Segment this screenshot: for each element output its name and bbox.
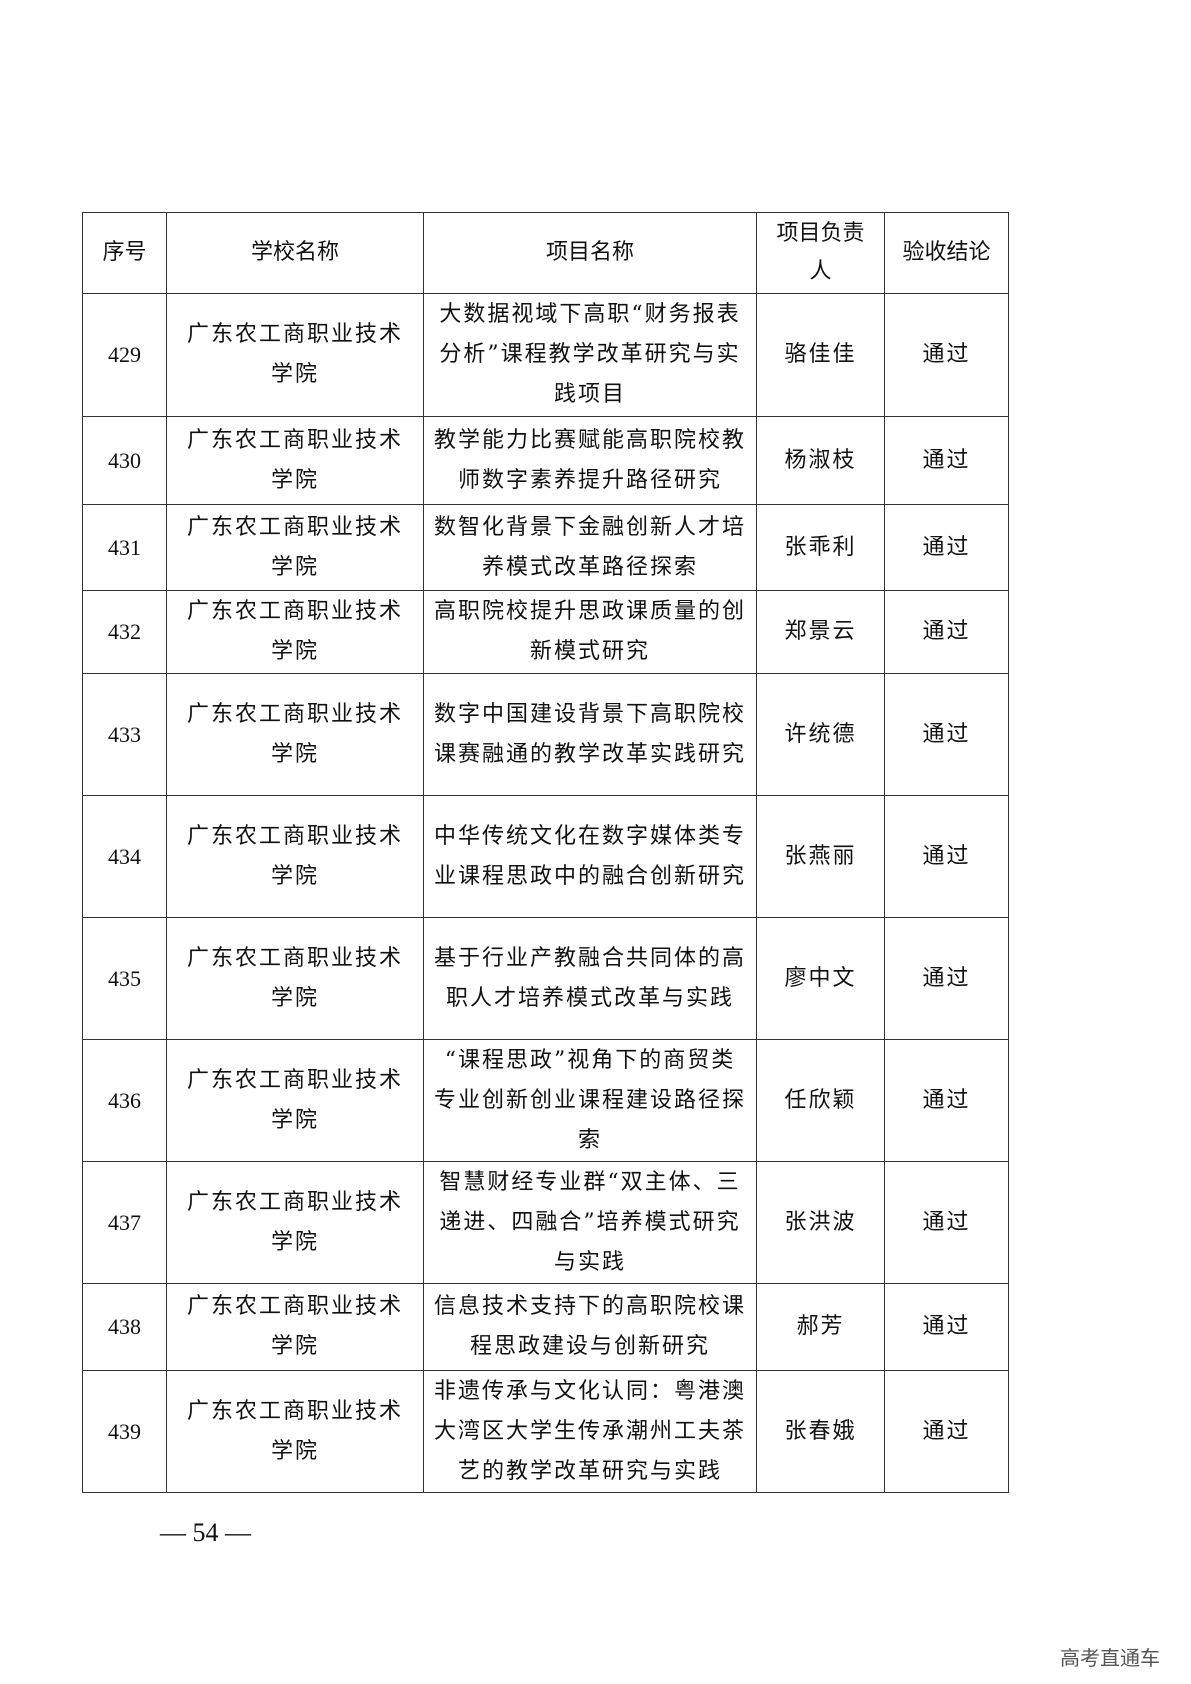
watermark: 高考直通车 — [1060, 1646, 1160, 1670]
cell-school: 广东农工商职业技术学院 — [166, 1039, 424, 1162]
cell-no: 433 — [82, 673, 167, 796]
cell-leader: 郑景云 — [756, 590, 885, 674]
header-leader: 项目负责人 — [756, 212, 885, 294]
table-row: 439 广东农工商职业技术学院 非遗传承与文化认同：粤港澳大湾区大学生传承潮州工夫茶… — [82, 1370, 1009, 1493]
cell-project: 大数据视域下高职“财务报表分析”课程教学改革研究与实践项目 — [423, 293, 757, 417]
cell-leader: 杨淑枝 — [756, 416, 885, 505]
cell-leader: 任欣颖 — [756, 1039, 885, 1162]
cell-no: 434 — [82, 795, 167, 918]
cell-school: 广东农工商职业技术学院 — [166, 590, 424, 674]
cell-result: 通过 — [884, 917, 1009, 1040]
cell-result: 通过 — [884, 504, 1009, 591]
table-row: 438 广东农工商职业技术学院 信息技术支持下的高职院校课程思政建设与创新研究 郝芳通… — [82, 1283, 1009, 1371]
cell-leader: 张春娥 — [756, 1370, 885, 1493]
cell-leader: 郝芳 — [756, 1283, 885, 1371]
cell-school: 广东农工商职业技术学院 — [166, 795, 424, 918]
cell-school: 广东农工商职业技术学院 — [166, 917, 424, 1040]
header-row: 序号 学校名称 项目名称 项目负责人 验收结论 — [82, 212, 1009, 294]
cell-school: 广东农工商职业技术学院 — [166, 416, 424, 505]
cell-school: 广东农工商职业技术学院 — [166, 1161, 424, 1284]
header-no: 序号 — [82, 212, 167, 294]
cell-result: 通过 — [884, 293, 1009, 417]
cell-project: 智慧财经专业群“双主体、三递进、四融合”培养模式研究与实践 — [423, 1161, 757, 1284]
cell-no: 436 — [82, 1039, 167, 1162]
table-row: 431 广东农工商职业技术学院 数智化背景下金融创新人才培养模式改革路径探索 张乖利通… — [82, 504, 1009, 591]
cell-project: 教学能力比赛赋能高职院校教师数字素养提升路径研究 — [423, 416, 757, 505]
cell-project: 数字中国建设背景下高职院校课赛融通的教学改革实践研究 — [423, 673, 757, 796]
cell-leader: 廖中文 — [756, 917, 885, 1040]
cell-leader: 张乖利 — [756, 504, 885, 591]
table-row: 437 广东农工商职业技术学院 智慧财经专业群“双主体、三递进、四融合”培养模式研究… — [82, 1161, 1009, 1284]
header-school: 学校名称 — [166, 212, 424, 294]
cell-school: 广东农工商职业技术学院 — [166, 1283, 424, 1371]
page-number: — 54 — — [160, 1518, 251, 1547]
table-row: 430 广东农工商职业技术学院 教学能力比赛赋能高职院校教师数字素养提升路径研究 杨淑… — [82, 416, 1009, 505]
cell-result: 通过 — [884, 416, 1009, 505]
cell-result: 通过 — [884, 795, 1009, 918]
cell-no: 439 — [82, 1370, 167, 1493]
cell-result: 通过 — [884, 590, 1009, 674]
cell-result: 通过 — [884, 1039, 1009, 1162]
cell-result: 通过 — [884, 673, 1009, 796]
header-result: 验收结论 — [884, 212, 1009, 294]
cell-leader: 许统德 — [756, 673, 885, 796]
cell-result: 通过 — [884, 1283, 1009, 1371]
cell-school: 广东农工商职业技术学院 — [166, 504, 424, 591]
cell-school: 广东农工商职业技术学院 — [166, 293, 424, 417]
cell-leader: 骆佳佳 — [756, 293, 885, 417]
cell-project: “课程思政”视角下的商贸类专业创新创业课程建设路径探索 — [423, 1039, 757, 1162]
cell-no: 438 — [82, 1283, 167, 1371]
cell-result: 通过 — [884, 1161, 1009, 1284]
cell-project: 非遗传承与文化认同：粤港澳大湾区大学生传承潮州工夫茶艺的教学改革研究与实践 — [423, 1370, 757, 1493]
cell-no: 430 — [82, 416, 167, 505]
table-row: 435 广东农工商职业技术学院 基于行业产教融合共同体的高职人才培养模式改革与实践廖… — [82, 917, 1009, 1040]
table-row: 434 广东农工商职业技术学院 中华传统文化在数字媒体类专业课程思政中的融合创新研究… — [82, 795, 1009, 918]
cell-no: 437 — [82, 1161, 167, 1284]
cell-no: 431 — [82, 504, 167, 591]
table-row: 433 广东农工商职业技术学院 数字中国建设背景下高职院校课赛融通的教学改革实践研究… — [82, 673, 1009, 796]
cell-project: 高职院校提升思政课质量的创新模式研究 — [423, 590, 757, 674]
cell-no: 432 — [82, 590, 167, 674]
cell-leader: 张洪波 — [756, 1161, 885, 1284]
cell-school: 广东农工商职业技术学院 — [166, 673, 424, 796]
cell-project: 中华传统文化在数字媒体类专业课程思政中的融合创新研究 — [423, 795, 757, 918]
cell-result: 通过 — [884, 1370, 1009, 1493]
cell-school: 广东农工商职业技术学院 — [166, 1370, 424, 1493]
cell-project: 基于行业产教融合共同体的高职人才培养模式改革与实践 — [423, 917, 757, 1040]
table-row: 429 广东农工商职业技术学院 大数据视域下高职“财务报表分析”课程教学改革研究与实… — [82, 293, 1009, 417]
project-acceptance-table: 序号 学校名称 项目名称 项目负责人 验收结论 429 广东农工商职业技术学院 大数… — [82, 212, 1009, 1493]
cell-project: 数智化背景下金融创新人才培养模式改革路径探索 — [423, 504, 757, 591]
cell-leader: 张燕丽 — [756, 795, 885, 918]
cell-project: 信息技术支持下的高职院校课程思政建设与创新研究 — [423, 1283, 757, 1371]
table-row: 432 广东农工商职业技术学院 高职院校提升思政课质量的创新模式研究 郑景云 通过 — [82, 590, 1009, 674]
header-project: 项目名称 — [423, 212, 757, 294]
cell-no: 435 — [82, 917, 167, 1040]
cell-no: 429 — [82, 293, 167, 417]
table-row: 436 广东农工商职业技术学院 “课程思政”视角下的商贸类专业创新创业课程建设路径探… — [82, 1039, 1009, 1162]
